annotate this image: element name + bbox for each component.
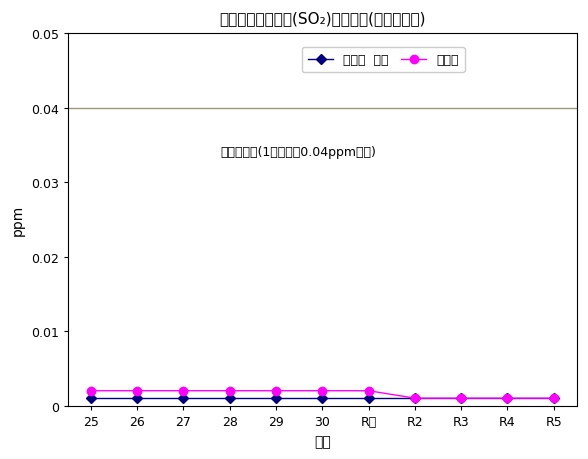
一般局  平均: [365, 396, 372, 401]
Line: 一般局  平均: 一般局 平均: [88, 395, 557, 402]
一般局  平均: [272, 396, 279, 401]
一般局  平均: [226, 396, 233, 401]
一般局  平均: [319, 396, 326, 401]
自排局: [87, 388, 94, 394]
Line: 自排局: 自排局: [86, 386, 558, 403]
Title: 市内の二酸化硫黄(SO₂)経年変化(年間平均値): 市内の二酸化硫黄(SO₂)経年変化(年間平均値): [219, 11, 426, 26]
自排局: [180, 388, 187, 394]
X-axis label: 年度: 年度: [314, 434, 330, 448]
自排局: [272, 388, 279, 394]
自排局: [365, 388, 372, 394]
一般局  平均: [457, 396, 465, 401]
一般局  平均: [87, 396, 94, 401]
Text: 環境基準値(1日平均値0.04ppm以下): 環境基準値(1日平均値0.04ppm以下): [220, 146, 376, 159]
一般局  平均: [133, 396, 141, 401]
自排局: [412, 396, 419, 401]
自排局: [319, 388, 326, 394]
自排局: [226, 388, 233, 394]
Y-axis label: ppm: ppm: [11, 204, 25, 235]
自排局: [550, 396, 557, 401]
自排局: [504, 396, 511, 401]
一般局  平均: [504, 396, 511, 401]
自排局: [133, 388, 141, 394]
一般局  平均: [180, 396, 187, 401]
Legend: 一般局  平均, 自排局: 一般局 平均, 自排局: [302, 48, 465, 73]
一般局  平均: [550, 396, 557, 401]
自排局: [457, 396, 465, 401]
一般局  平均: [412, 396, 419, 401]
